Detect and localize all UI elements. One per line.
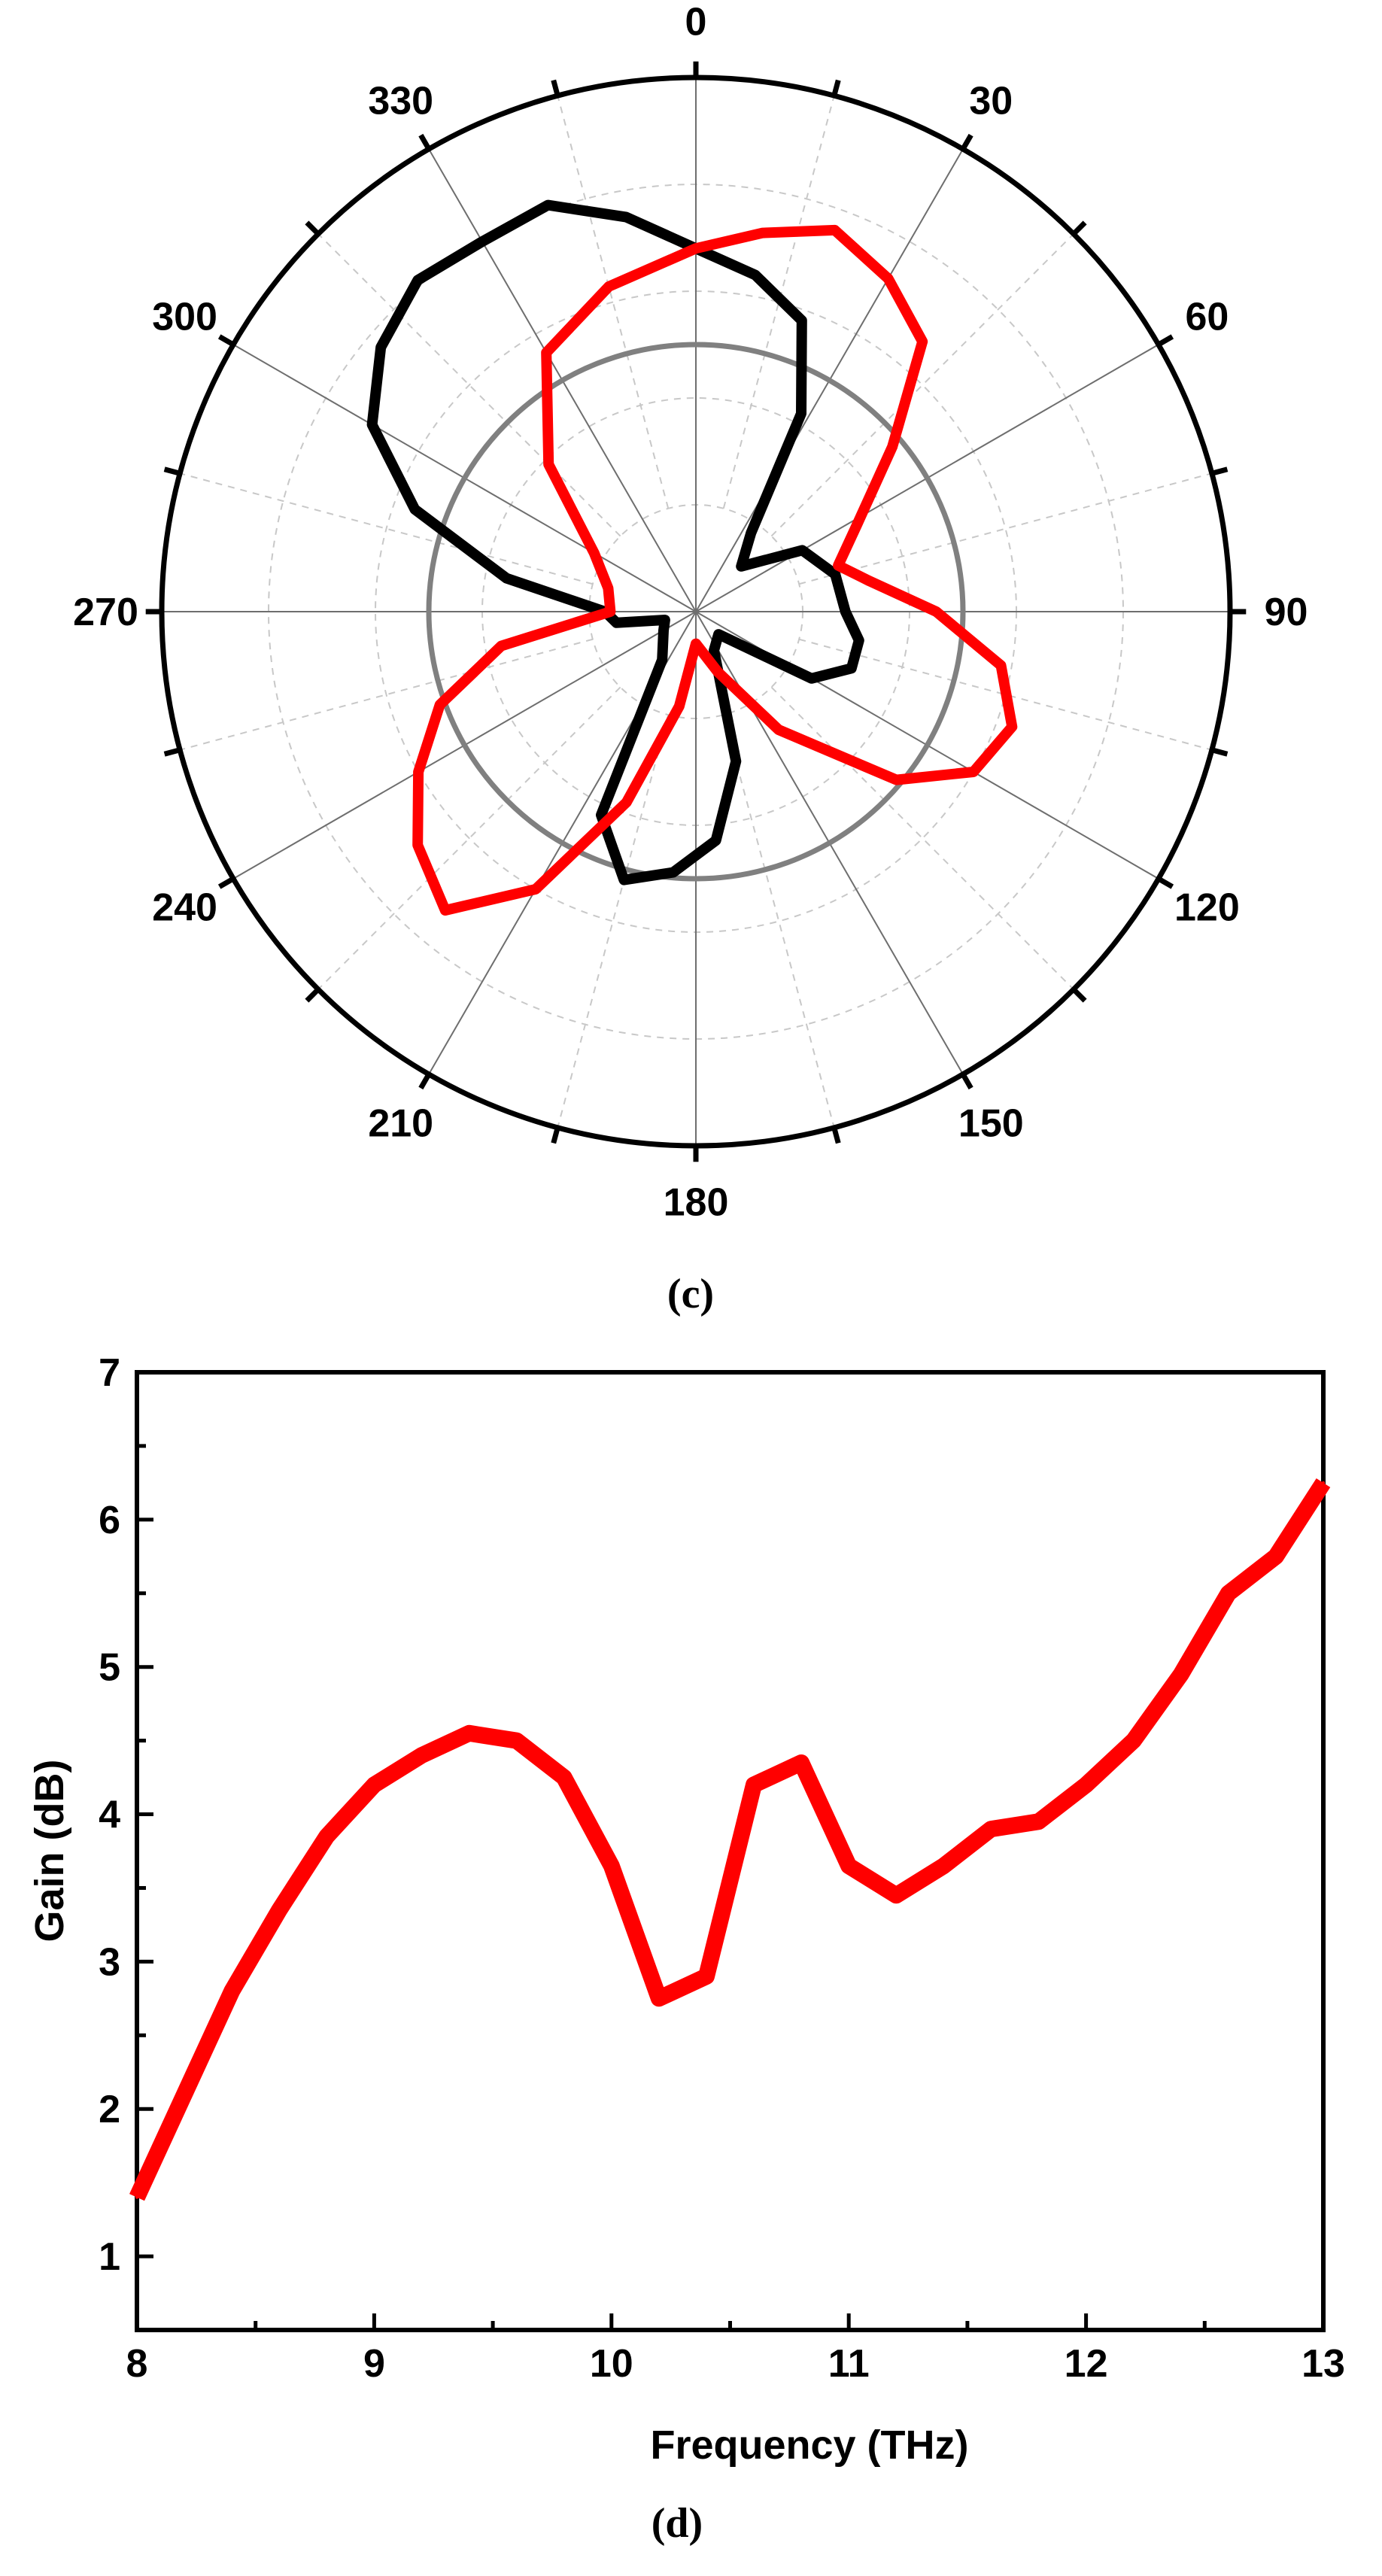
polar-angle-label: 0 [685, 1, 707, 44]
gain-data-point [1131, 1739, 1135, 1742]
polar-angle-label: 240 [152, 886, 217, 929]
gain-data-point [942, 1864, 946, 1868]
gain-data-point [1084, 1783, 1088, 1787]
gain-data-point [562, 1776, 566, 1779]
gain-data-point [657, 1997, 661, 2000]
gain-data-point [183, 2092, 187, 2096]
polar-chart: 0 30 60 90 120 150 180 210 240 270 300 330 [73, 1, 1308, 1225]
gain-line [129, 1478, 1331, 2201]
polar-tick-mark [1157, 334, 1174, 348]
gain-data-point [989, 1827, 993, 1831]
gain-data-point [372, 1783, 376, 1787]
polar-ticks [145, 61, 1247, 1162]
x-tick-label: 11 [828, 2342, 870, 2386]
gain-data-point [467, 1731, 471, 1735]
x-axis-label: Frequency (THz) [650, 2423, 968, 2468]
gain-data-point [1226, 1591, 1230, 1595]
x-tick-label: 8 [126, 2342, 148, 2386]
y-tick-label: 4 [99, 1794, 120, 1837]
x-tick-label: 12 [1065, 2342, 1108, 2386]
gain-data-point [420, 1754, 424, 1757]
polar-angle-label: 150 [958, 1101, 1024, 1145]
polar-tick-mark [1210, 747, 1229, 757]
polar-tick-mark [960, 1073, 973, 1090]
gain-data-point [135, 2195, 138, 2199]
y-tick-label: 3 [99, 1940, 120, 1984]
y-tick-label: 7 [99, 1351, 120, 1395]
gain-data-point [800, 1761, 803, 1764]
polar-angle-label: 120 [1174, 886, 1240, 929]
polar-angle-label: 60 [1185, 296, 1229, 339]
polar-tick-mark [305, 987, 320, 1003]
polar-tick-mark [217, 876, 235, 889]
polar-tick-mark [831, 1126, 841, 1144]
line-chart-series [129, 1478, 1331, 2201]
y-tick-label: 5 [99, 1646, 120, 1690]
polar-tick-mark [217, 334, 235, 348]
gain-data-point [1179, 1672, 1183, 1676]
polar-angle-labels: 0 30 60 90 120 150 180 210 240 270 300 330 [73, 1, 1308, 1225]
polar-tick-mark [1210, 466, 1229, 476]
polar-series [366, 199, 1018, 916]
y-tick-label: 2 [99, 2088, 120, 2131]
gain-data-point [1037, 1820, 1040, 1824]
gain-data-point [895, 1894, 898, 1897]
panel-label-d: (d) [652, 2500, 703, 2547]
polar-angle-label: 210 [368, 1101, 433, 1145]
polar-tick-mark [1071, 987, 1087, 1003]
polar-tick-mark [551, 1126, 560, 1144]
x-tick-label: 9 [363, 2342, 385, 2386]
y-tick-label: 6 [99, 1499, 120, 1542]
gain-data-point [325, 1834, 329, 1838]
polar-tick-mark [163, 466, 181, 476]
gain-data-point [705, 1975, 708, 1978]
polar-angle-label: 180 [664, 1181, 729, 1225]
polar-tick-mark [551, 79, 560, 97]
polar-angle-label: 90 [1265, 591, 1308, 634]
polar-series-black [366, 199, 864, 886]
polar-angle-label: 270 [73, 591, 138, 634]
gain-data-point [1274, 1554, 1277, 1558]
polar-tick-mark [418, 1073, 432, 1090]
x-tick-label: 13 [1302, 2342, 1345, 2386]
gain-data-point [609, 1864, 613, 1868]
y-tick-label: 1 [99, 2235, 120, 2279]
polar-tick-mark [163, 747, 181, 757]
gain-data-point [278, 1908, 281, 1912]
y-axis-label: Gain (dB) [27, 1760, 72, 1943]
gain-data-point [515, 1739, 518, 1742]
polar-reference-circle [426, 342, 966, 882]
polar-tick-mark [1157, 876, 1174, 889]
polar-tick-mark [960, 133, 973, 150]
gain-data-point [752, 1783, 755, 1787]
polar-angle-label: 30 [969, 80, 1013, 123]
panel-label-c: (c) [667, 1271, 714, 1317]
gain-data-point [230, 1989, 234, 1993]
gain-data-point [847, 1864, 851, 1868]
polar-tick-mark [305, 220, 320, 236]
x-tick-label: 10 [590, 2342, 633, 2386]
polar-tick-mark [831, 79, 841, 97]
polar-tick-mark [1071, 220, 1087, 236]
polar-angle-label: 330 [368, 80, 433, 123]
polar-angle-label: 300 [152, 296, 217, 339]
polar-tick-mark [418, 133, 432, 150]
gain-data-point [1322, 1481, 1325, 1484]
polar-series-red [412, 224, 1018, 916]
